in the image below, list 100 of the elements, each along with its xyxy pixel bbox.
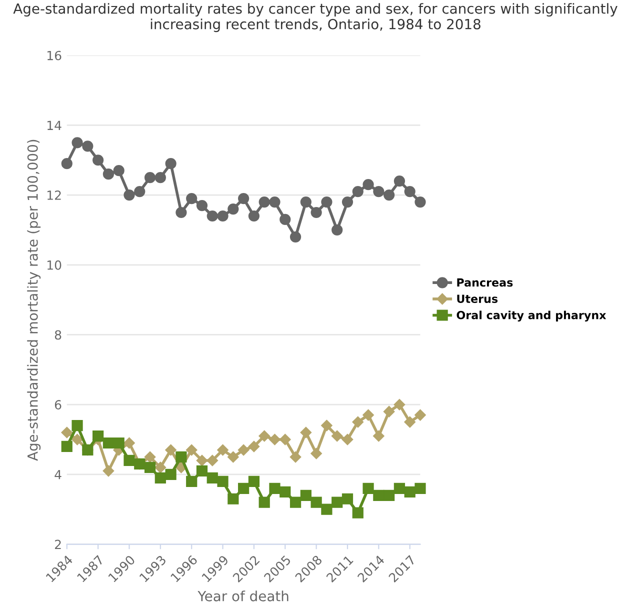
y-axis-title: Age-standardized mortality rate (per 100,000) <box>27 140 41 461</box>
point <box>310 496 322 508</box>
point <box>92 430 104 442</box>
point <box>310 206 322 218</box>
y-tick-label: 10 <box>47 260 62 270</box>
point <box>196 200 208 212</box>
point <box>342 493 354 504</box>
point <box>113 437 124 449</box>
chart-title: Age-standardized mortality rates by cancer type and sex, for cancers with significantly increasing recent trends, Ontario, 1984 to 2018 <box>13 3 618 32</box>
point <box>331 430 343 442</box>
point <box>186 192 198 204</box>
point <box>258 196 270 208</box>
legend-label: Oral cavity and pharynx <box>456 310 606 322</box>
point <box>196 465 208 476</box>
point <box>102 437 114 449</box>
point <box>238 444 250 456</box>
legend-label: Uterus <box>457 294 498 303</box>
point <box>144 451 156 463</box>
point <box>196 454 208 466</box>
y-tick-label: 6 <box>54 400 62 410</box>
point <box>154 172 166 184</box>
point <box>414 196 426 208</box>
point <box>248 210 260 222</box>
point <box>228 451 239 463</box>
point <box>92 154 104 166</box>
point <box>362 179 374 190</box>
point <box>300 196 312 208</box>
point <box>124 189 135 201</box>
point <box>414 482 426 494</box>
point <box>383 406 395 418</box>
point <box>217 444 228 456</box>
point <box>300 426 312 438</box>
y-tick-label: 12 <box>47 190 61 200</box>
point <box>342 434 354 446</box>
point <box>217 210 228 222</box>
point <box>206 454 218 466</box>
point <box>61 440 72 452</box>
point <box>352 507 364 518</box>
x-axis-title: Year of death <box>198 590 288 602</box>
point <box>217 476 228 487</box>
point <box>404 186 416 198</box>
point <box>414 409 426 421</box>
point <box>321 196 332 208</box>
point <box>165 468 176 480</box>
point <box>384 490 395 501</box>
point <box>332 224 343 236</box>
point <box>352 416 364 428</box>
point <box>206 472 218 484</box>
point <box>102 465 114 477</box>
point <box>269 434 280 446</box>
legend-label: Pancreas <box>457 278 513 287</box>
point <box>72 420 83 432</box>
point <box>154 472 166 484</box>
point <box>144 172 156 184</box>
point <box>394 176 406 187</box>
point <box>258 496 270 508</box>
point <box>113 165 124 176</box>
point <box>248 440 260 452</box>
point <box>332 496 343 508</box>
point <box>352 186 364 198</box>
point <box>290 451 302 463</box>
y-tick-label: 8 <box>54 330 62 340</box>
point <box>384 189 395 201</box>
point <box>373 430 384 442</box>
point <box>238 482 250 494</box>
point <box>165 158 176 170</box>
point <box>144 462 156 473</box>
point <box>176 451 187 463</box>
y-tick-label: 2 <box>54 540 61 550</box>
point <box>373 490 384 501</box>
point <box>321 420 332 432</box>
point <box>373 186 384 198</box>
y-tick-label: 14 <box>47 120 62 130</box>
point <box>124 454 135 466</box>
point <box>321 504 332 515</box>
point <box>82 140 94 152</box>
point <box>342 196 354 208</box>
point <box>61 426 72 438</box>
point <box>362 409 374 421</box>
point <box>176 206 187 218</box>
point <box>290 231 302 243</box>
point <box>238 192 250 204</box>
point <box>280 214 291 226</box>
point <box>404 486 416 498</box>
point <box>269 196 280 208</box>
point <box>102 168 114 180</box>
point <box>165 444 176 456</box>
point <box>394 482 406 494</box>
point <box>362 482 374 494</box>
point <box>269 482 280 494</box>
point <box>404 416 416 428</box>
point <box>228 203 239 215</box>
point <box>228 493 239 504</box>
point <box>290 496 302 508</box>
point <box>124 437 135 449</box>
y-tick-label: 16 <box>47 50 62 60</box>
point <box>61 158 72 170</box>
point <box>134 186 146 198</box>
point <box>280 486 291 498</box>
point <box>206 210 218 222</box>
